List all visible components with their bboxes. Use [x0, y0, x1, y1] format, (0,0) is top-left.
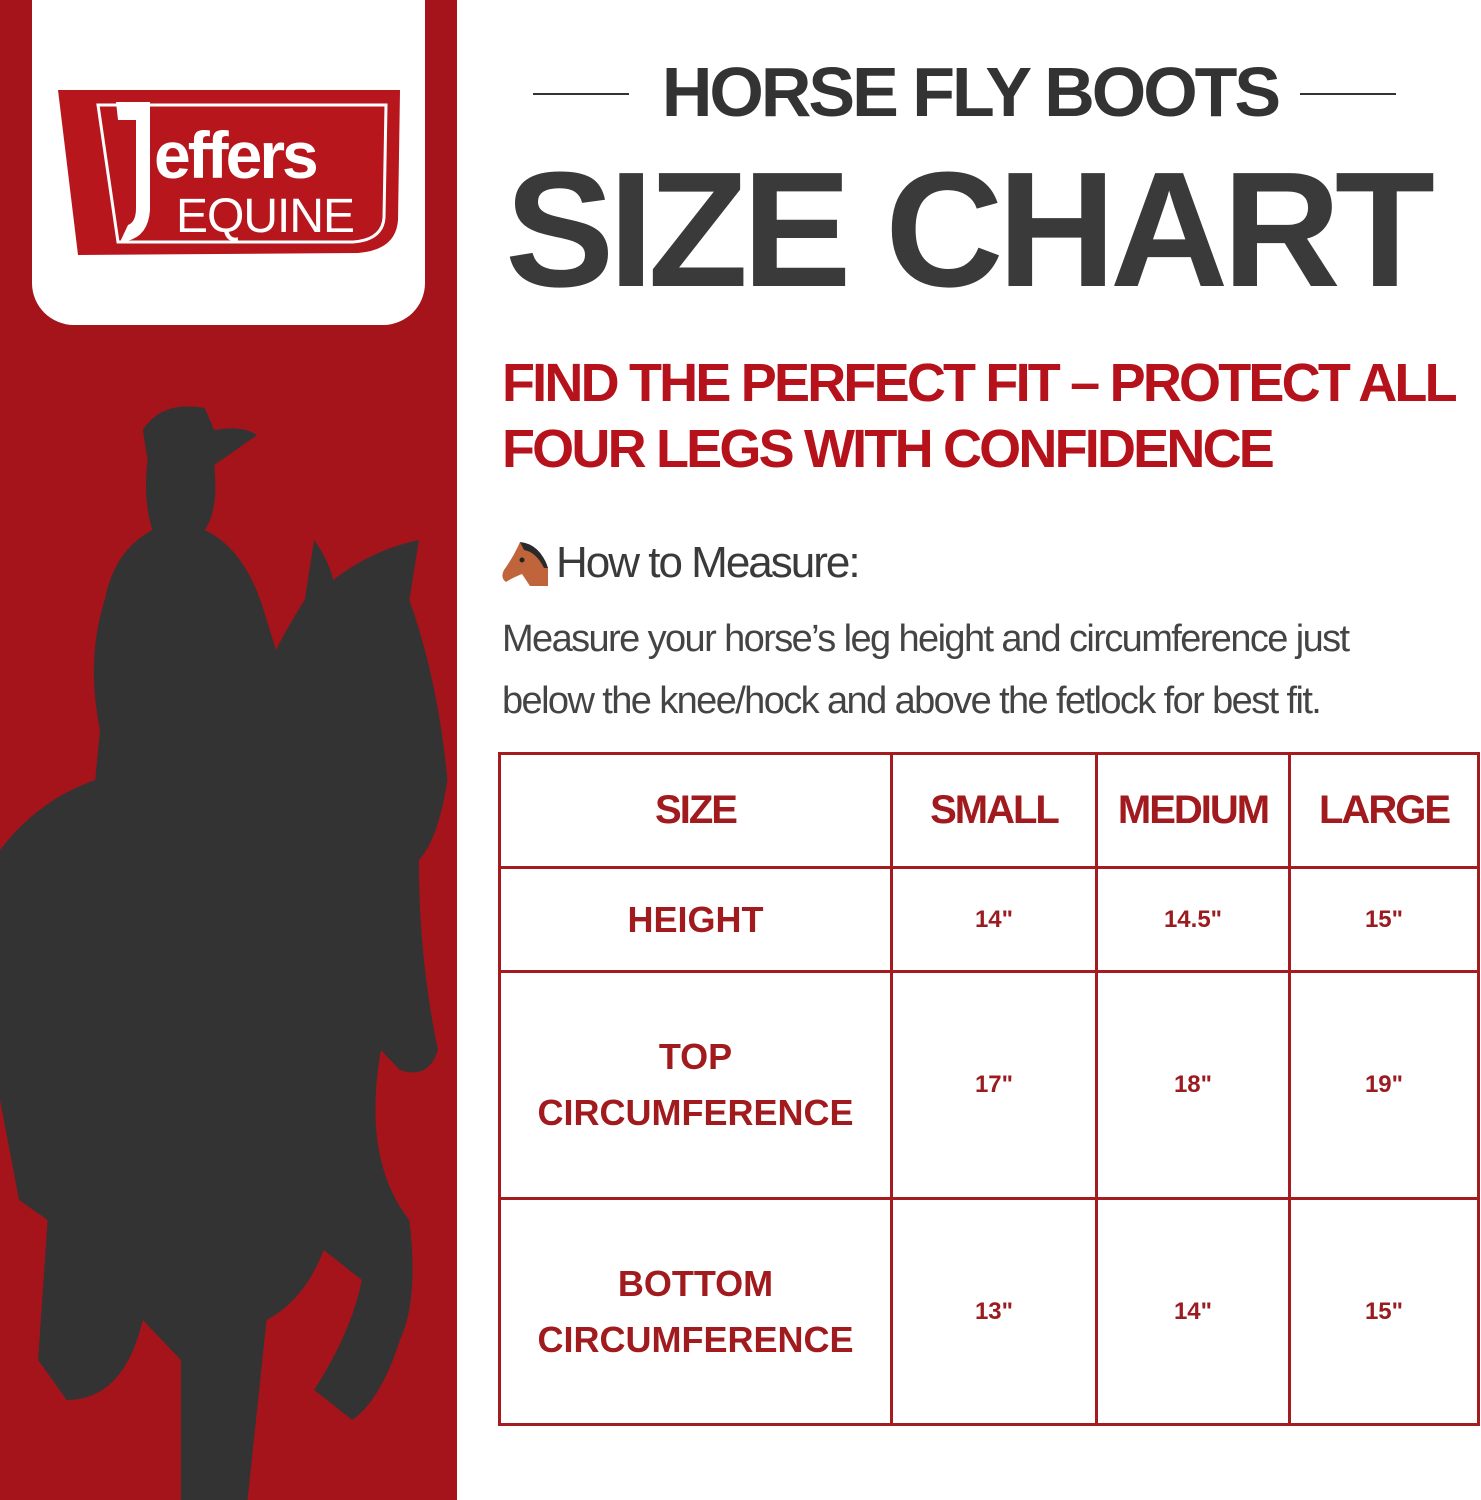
cell-value: 18" [1095, 970, 1291, 1200]
header-large: LARGE [1288, 752, 1480, 869]
size-chart-headline: SIZE CHART [505, 138, 1435, 321]
table-header-row: SIZE SMALL MEDIUM LARGE [498, 752, 1480, 869]
subtitle-line-2: FOUR LEGS WITH CONFIDENCE [502, 419, 1275, 479]
horse-face-icon [502, 542, 548, 586]
table-row: HEIGHT 14" 14.5" 15" [498, 866, 1480, 973]
title-rule-left [533, 93, 629, 95]
cell-value: 14.5" [1095, 866, 1291, 973]
cell-value: 13" [890, 1197, 1098, 1426]
cell-value: 15" [1288, 1197, 1480, 1426]
title-rule-right [1300, 93, 1396, 95]
table-row: TOP CIRCUMFERENCE 17" 18" 19" [498, 970, 1480, 1200]
horse-rider-silhouette [0, 406, 448, 1500]
cell-value: 14" [1095, 1197, 1291, 1426]
instructions-line-1: Measure your horse’s leg height and circ… [502, 618, 1350, 660]
svg-text:effers: effers [154, 118, 316, 192]
row-label: HEIGHT [498, 866, 893, 973]
header-medium: MEDIUM [1095, 752, 1291, 869]
jeffers-equine-logo: effers EQUINE [58, 90, 400, 255]
row-label: BOTTOM CIRCUMFERENCE [498, 1197, 893, 1426]
cell-value: 15" [1288, 866, 1480, 973]
row-label: TOP CIRCUMFERENCE [498, 970, 893, 1200]
cell-value: 14" [890, 866, 1098, 973]
how-to-measure-label: How to Measure: [556, 538, 861, 587]
size-table: SIZE SMALL MEDIUM LARGE HEIGHT 14" 14.5"… [498, 752, 1480, 1426]
how-to-measure-heading: How to Measure: [500, 538, 861, 588]
svg-text:EQUINE: EQUINE [176, 190, 354, 243]
cell-value: 19" [1288, 970, 1480, 1200]
subtitle-line-1: FIND THE PERFECT FIT – PROTECT ALL [502, 353, 1458, 413]
header-small: SMALL [890, 752, 1098, 869]
cell-value: 17" [890, 970, 1098, 1200]
table-row: BOTTOM CIRCUMFERENCE 13" 14" 15" [498, 1197, 1480, 1426]
instructions-line-2: below the knee/hock and above the fetloc… [502, 680, 1322, 722]
product-title: HORSE FLY BOOTS [661, 53, 1281, 131]
header-size: SIZE [498, 752, 893, 869]
